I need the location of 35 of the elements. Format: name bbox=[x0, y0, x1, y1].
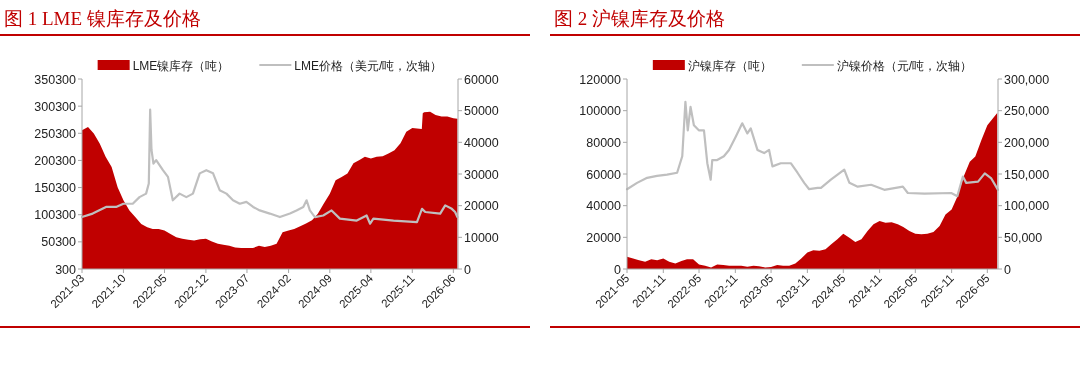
y-tick-label: 20000 bbox=[586, 230, 622, 245]
legend-label: 沪镍价格（元/吨，次轴） bbox=[836, 58, 973, 73]
legend-label: 沪镍库存（吨） bbox=[687, 58, 772, 73]
y-tick-label: 250300 bbox=[34, 126, 77, 141]
y2-tick-label: 50000 bbox=[464, 104, 499, 119]
y-tick-label: 50300 bbox=[41, 235, 77, 250]
legend-label: LME镍库存（吨） bbox=[132, 58, 230, 73]
y2-tick-label: 250,000 bbox=[1004, 104, 1050, 119]
y2-tick-label: 40000 bbox=[464, 135, 499, 150]
y-tick-label: 60000 bbox=[586, 167, 622, 182]
y2-tick-label: 0 bbox=[464, 262, 471, 277]
chart-title: 图 1 LME 镍库存及价格 bbox=[4, 7, 201, 31]
y-tick-label: 120000 bbox=[579, 72, 622, 87]
y-tick-label: 350300 bbox=[34, 72, 77, 87]
y-tick-label: 150300 bbox=[34, 181, 77, 196]
y2-tick-label: 60000 bbox=[464, 72, 499, 87]
y2-tick-label: 200,000 bbox=[1004, 135, 1050, 150]
y2-tick-label: 150,000 bbox=[1004, 167, 1050, 182]
y-tick-label: 80000 bbox=[586, 135, 622, 150]
y-tick-label: 200300 bbox=[34, 153, 77, 168]
y-tick-label: 100000 bbox=[579, 104, 622, 119]
y-tick-label: 300 bbox=[55, 262, 77, 277]
y2-tick-label: 0 bbox=[1004, 262, 1011, 277]
y-tick-label: 40000 bbox=[586, 199, 622, 214]
y2-tick-label: 100,000 bbox=[1004, 199, 1050, 214]
y-tick-label: 0 bbox=[614, 262, 622, 277]
y2-tick-label: 10000 bbox=[464, 230, 499, 245]
y-tick-label: 300300 bbox=[34, 99, 77, 114]
y2-tick-label: 30000 bbox=[464, 167, 499, 182]
chart-title: 图 2 沪镍库存及价格 bbox=[554, 7, 725, 31]
legend-label: LME价格（美元/吨，次轴） bbox=[294, 58, 443, 73]
y-tick-label: 100300 bbox=[34, 208, 77, 223]
y2-tick-label: 300,000 bbox=[1004, 72, 1050, 87]
y2-tick-label: 20000 bbox=[464, 199, 499, 214]
y2-tick-label: 50,000 bbox=[1004, 230, 1043, 245]
